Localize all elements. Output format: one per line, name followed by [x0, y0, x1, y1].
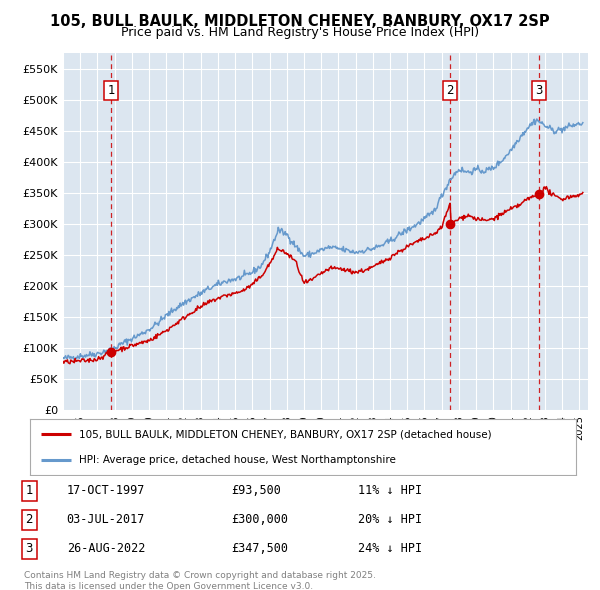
Text: 1: 1 — [26, 484, 33, 497]
Text: 2: 2 — [446, 84, 454, 97]
Text: £300,000: £300,000 — [231, 513, 288, 526]
Text: 3: 3 — [26, 542, 33, 555]
Text: Contains HM Land Registry data © Crown copyright and database right 2025.
This d: Contains HM Land Registry data © Crown c… — [24, 571, 376, 590]
Text: 24% ↓ HPI: 24% ↓ HPI — [358, 542, 422, 555]
Text: 1: 1 — [107, 84, 115, 97]
Text: Price paid vs. HM Land Registry's House Price Index (HPI): Price paid vs. HM Land Registry's House … — [121, 26, 479, 39]
Text: 17-OCT-1997: 17-OCT-1997 — [67, 484, 145, 497]
Text: 11% ↓ HPI: 11% ↓ HPI — [358, 484, 422, 497]
Text: £347,500: £347,500 — [231, 542, 288, 555]
Text: 20% ↓ HPI: 20% ↓ HPI — [358, 513, 422, 526]
Text: 105, BULL BAULK, MIDDLETON CHENEY, BANBURY, OX17 2SP (detached house): 105, BULL BAULK, MIDDLETON CHENEY, BANBU… — [79, 429, 492, 439]
Text: 3: 3 — [535, 84, 542, 97]
Text: £93,500: £93,500 — [231, 484, 281, 497]
Text: 2: 2 — [26, 513, 33, 526]
Text: 105, BULL BAULK, MIDDLETON CHENEY, BANBURY, OX17 2SP: 105, BULL BAULK, MIDDLETON CHENEY, BANBU… — [50, 14, 550, 29]
Text: HPI: Average price, detached house, West Northamptonshire: HPI: Average price, detached house, West… — [79, 455, 396, 465]
Text: 03-JUL-2017: 03-JUL-2017 — [67, 513, 145, 526]
Text: 26-AUG-2022: 26-AUG-2022 — [67, 542, 145, 555]
